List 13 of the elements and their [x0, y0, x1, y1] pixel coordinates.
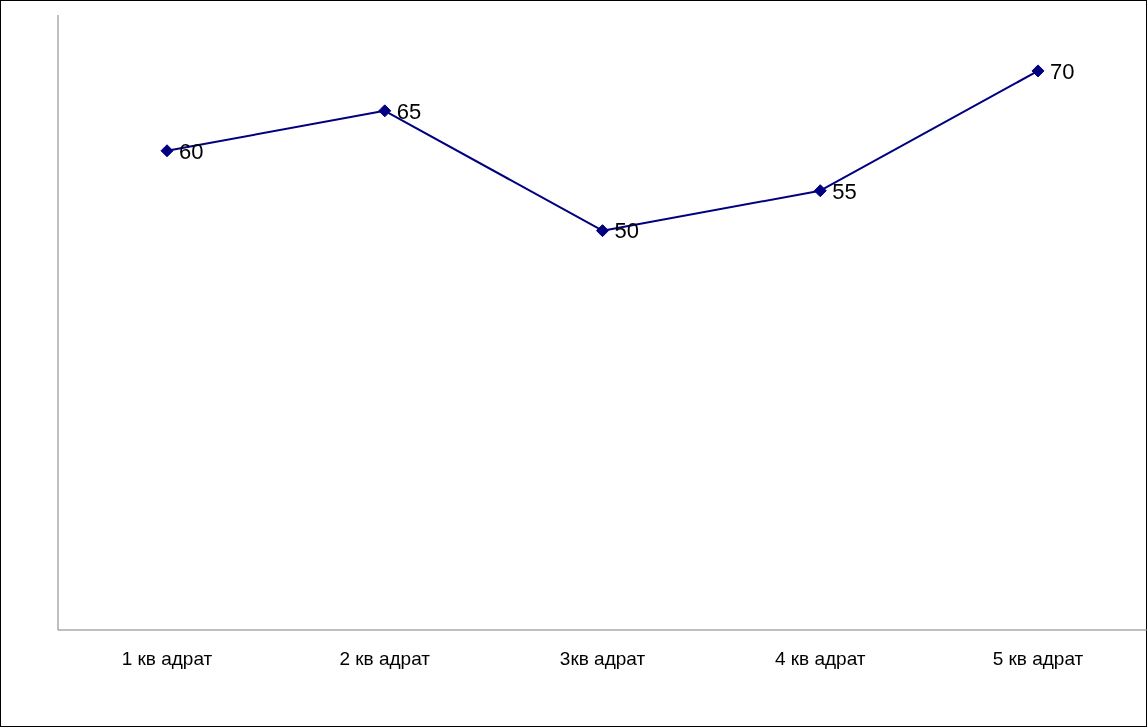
point	[160, 144, 174, 158]
point	[813, 184, 827, 198]
x-tick-label: 3кв адрат	[559, 648, 646, 670]
x-tick-label: 4 кв адрат	[774, 648, 866, 670]
data-label: 70	[1050, 58, 1075, 84]
data-label: 65	[396, 98, 422, 124]
data-label: 55	[832, 178, 857, 204]
point	[1031, 64, 1045, 78]
x-tick-label: 5 кв адрат	[992, 648, 1084, 670]
x-tick-label: 1 кв адрат	[121, 648, 213, 670]
point	[378, 104, 392, 118]
x-tick-label: 2 кв адрат	[339, 648, 431, 670]
point	[596, 224, 609, 238]
